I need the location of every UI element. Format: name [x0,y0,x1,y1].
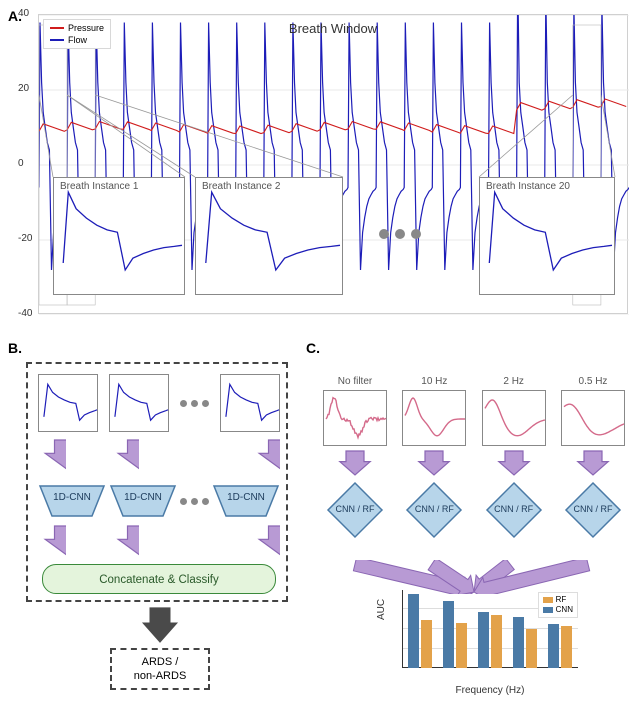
legend-pressure: Pressure [68,22,104,34]
panel-c: C. No filter CNN / RF 10 Hz CNN / RF 2 Hz CNN… [306,340,632,700]
arrow-row-1 [38,438,280,472]
ytick-label: 20 [18,83,29,94]
arrow-down-icon [252,524,280,558]
panel-a-chart: Breath Window Pressure Flow Breath Insta… [38,14,628,314]
ellipsis-dots [379,229,421,239]
chart-ylabel: AUC [376,599,387,620]
converge-arrows [320,560,628,594]
cnn-rf-diamond: CNN / RF [484,480,544,540]
arrow-down-icon [573,449,613,477]
legend-flow: Flow [68,34,87,46]
bar-cnn [443,601,454,668]
panel-b-inner: 1D-CNN 1D-CNN 1D-CNN Concatenate & Class… [26,362,294,692]
ytick-label: -40 [18,308,32,319]
breath-thumb [109,374,169,432]
filter-column: No filter CNN / RF [320,376,390,540]
bar-cnn [513,617,524,668]
bar-cnn [478,612,489,668]
panel-bc-row: B. 1D-CNN [8,340,632,700]
filter-row: No filter CNN / RF 10 Hz CNN / RF 2 Hz CNN / … [320,376,628,540]
arrow-down-icon [252,438,280,472]
filter-column: 2 Hz CNN / RF [479,376,549,540]
cnn-rf-diamond: CNN / RF [404,480,464,540]
pressure-swatch [50,27,64,29]
arrow-down-icon [38,438,66,472]
inset-title: Breath Instance 2 [202,181,280,192]
bar-rf [456,623,467,668]
cnn-row: 1D-CNN 1D-CNN 1D-CNN [38,484,280,518]
cnn-block: 1D-CNN [38,484,106,518]
filter-column: 10 Hz CNN / RF [399,376,469,540]
filter-label: 0.5 Hz [579,376,608,388]
arrow-down-icon [414,449,454,477]
breath-inset: Breath Instance 2 [195,177,343,295]
breath-inset: Breath Instance 1 [53,177,185,295]
arrow-down-icon [494,449,534,477]
chart-legend: RF CNN [538,592,578,618]
arrow-down-icon [38,524,66,558]
panel-b-label: B. [8,340,22,356]
panel-b-dashed-box: 1D-CNN 1D-CNN 1D-CNN Concatenate & Class… [26,362,288,602]
filter-label: 2 Hz [503,376,524,388]
concat-classify-box: Concatenate & Classify [42,564,276,594]
breath-inset: Breath Instance 20 [479,177,615,295]
filter-thumb [402,390,466,446]
bar-cnn [408,594,419,668]
ytick-label: -20 [18,233,32,244]
filter-thumb [323,390,387,446]
cnn-block: 1D-CNN [212,484,280,518]
cnn-block: 1D-CNN [109,484,177,518]
ellipsis-dots [180,400,209,407]
inset-title: Breath Instance 20 [486,181,570,192]
bar-rf [526,629,537,668]
chart-xlabel: Frequency (Hz) [402,685,578,696]
ytick-label: 0 [18,158,24,169]
arrow-row-2 [38,524,280,558]
bar-rf [421,620,432,668]
filter-label: 10 Hz [421,376,447,388]
panel-a-title: Breath Window [289,21,377,36]
ytick-label: 40 [18,8,29,19]
breath-thumb [220,374,280,432]
filter-thumb [482,390,546,446]
thumb-row [38,374,280,432]
ellipsis-dots [180,498,209,505]
ards-output-box: ARDS / non-ARDS [110,648,210,690]
filter-label: No filter [338,376,372,388]
panel-a-legend: Pressure Flow [43,19,111,49]
panel-b: B. 1D-CNN [8,340,298,700]
arrow-down-icon [111,438,139,472]
cnn-rf-diamond: CNN / RF [325,480,385,540]
bar-cnn [548,624,559,668]
panel-c-inner: No filter CNN / RF 10 Hz CNN / RF 2 Hz CNN / … [320,362,632,692]
flow-swatch [50,39,64,41]
cnn-rf-diamond: CNN / RF [563,480,623,540]
filter-thumb [561,390,625,446]
filter-column: 0.5 Hz CNN / RF [558,376,628,540]
inset-title: Breath Instance 1 [60,181,138,192]
breath-thumb [38,374,98,432]
auc-chart: AUC Frequency (Hz) RF CNN [380,590,580,684]
panel-a: A. Breath Window Pressure Flow Breath In… [8,4,632,334]
bar-rf [491,615,502,668]
bar-rf [561,626,572,668]
arrow-down-icon [111,524,139,558]
panel-c-label: C. [306,340,320,356]
arrow-down-icon [138,606,182,644]
figure: A. Breath Window Pressure Flow Breath In… [0,0,640,708]
arrow-down-icon [335,449,375,477]
